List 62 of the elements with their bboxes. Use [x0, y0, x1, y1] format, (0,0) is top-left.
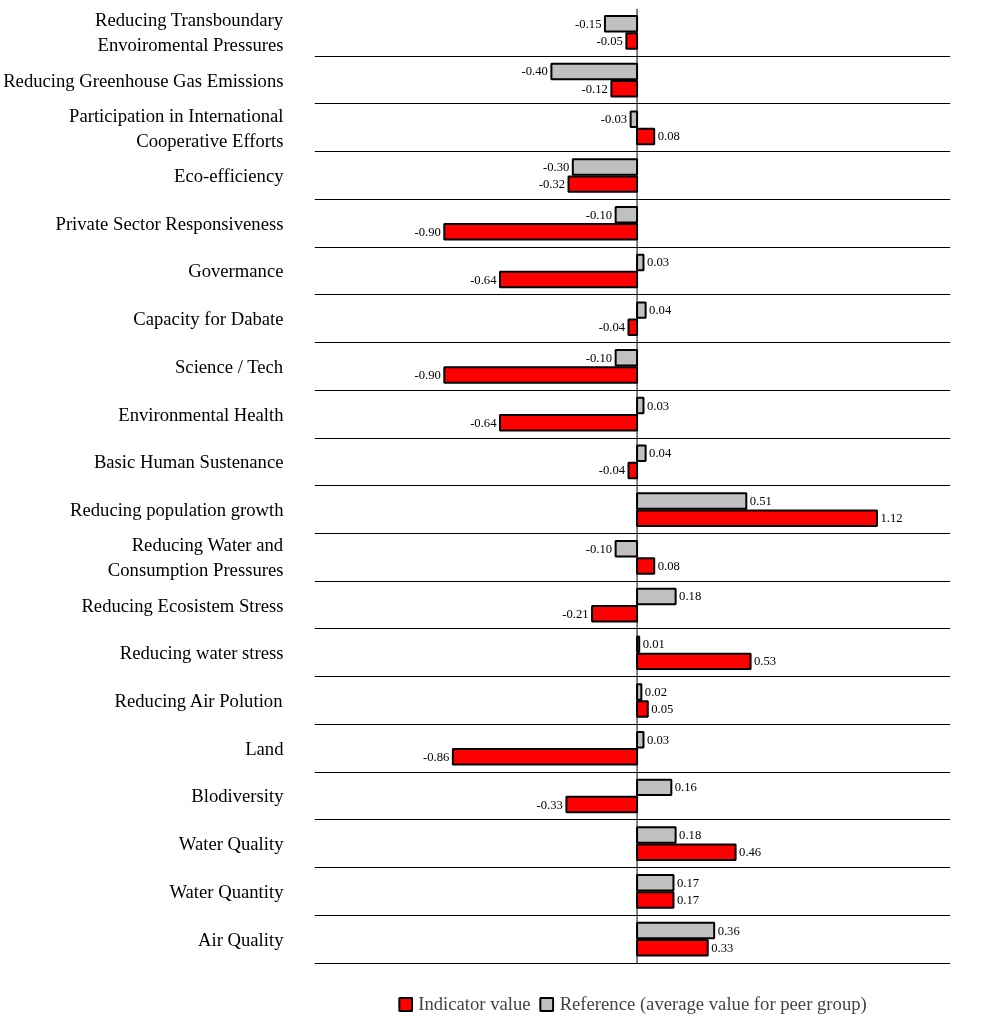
data-label: -0.64	[470, 272, 498, 287]
y-tick-label: Land	[245, 737, 285, 759]
y-tick-label: Science / Tech	[175, 355, 284, 377]
y-tick-label: Participation in International Cooperative Efforts	[69, 104, 284, 151]
data-label: 0.33	[711, 940, 734, 955]
y-tick-label: Reducing Water and Consumption Pressures	[107, 534, 284, 581]
data-label: -0.30	[542, 159, 570, 174]
y-tick-label: Eco-efficiency	[174, 165, 285, 187]
data-label: -0.10	[585, 207, 613, 222]
data-label: 0.36	[717, 923, 740, 938]
data-label: 0.17	[676, 875, 700, 890]
data-label: 0.03	[646, 732, 670, 747]
y-tick-label: Blodiversity	[191, 785, 285, 807]
data-label: -0.21	[562, 606, 589, 621]
y-tick-label: Private Sector Responsiveness	[55, 212, 284, 234]
data-label: 0.02	[644, 684, 667, 699]
data-label: -0.10	[585, 350, 613, 365]
data-label: 0.08	[657, 129, 680, 144]
y-tick-label: Govermance	[188, 260, 284, 282]
data-label: 0.18	[679, 589, 702, 604]
data-label: 0.04	[649, 446, 672, 461]
data-label: -0.32	[538, 177, 566, 192]
data-label: 0.53	[754, 654, 777, 669]
data-label: -0.90	[414, 224, 441, 239]
data-label: 0.17	[676, 893, 700, 908]
y-tick-label: Water Quantity	[169, 880, 285, 902]
data-label: 0.51	[749, 494, 772, 509]
data-label: 0.16	[674, 780, 697, 795]
y-tick-label: Reducing water stress	[119, 642, 284, 664]
legend-label: Indicator value	[418, 993, 531, 1015]
y-tick-label: Reducing Ecosistem Stress	[81, 594, 284, 616]
data-label: -0.10	[585, 541, 613, 556]
data-label: -0.05	[596, 33, 623, 48]
data-label: 0.03	[646, 398, 670, 413]
data-label: -0.86	[423, 749, 450, 764]
data-label: 1.12	[880, 511, 903, 526]
legend-label: Reference (average value for peer group)	[559, 993, 867, 1015]
data-label: -0.12	[581, 81, 608, 96]
y-tick-label: Environmental Health	[118, 403, 285, 425]
y-tick-label: Air Quality	[198, 928, 285, 950]
data-label: -0.04	[598, 320, 626, 335]
data-label: 0.08	[657, 558, 680, 573]
data-label: -0.64	[470, 415, 498, 430]
data-label: 0.01	[642, 637, 665, 652]
data-label: -0.03	[600, 112, 628, 127]
y-tick-label: Water Quality	[178, 833, 285, 855]
data-label: -0.04	[598, 463, 626, 478]
data-label: -0.15	[575, 16, 602, 31]
data-label: 0.46	[739, 845, 762, 860]
y-tick-label: Capacity for Dabate	[133, 308, 284, 330]
y-tick-label: Reducing Air Polution	[114, 690, 284, 712]
data-label: 0.05	[651, 702, 674, 717]
data-label: 0.04	[649, 303, 672, 318]
data-label: -0.90	[414, 368, 441, 383]
data-label: -0.40	[521, 64, 548, 79]
y-tick-label: Reducing Greenhouse Gas Emissions	[3, 69, 284, 91]
y-tick-label: Reducing Transboundary Envoiromental Pressures	[95, 9, 284, 56]
y-tick-label: Reducing population growth	[70, 499, 285, 521]
data-label: 0.03	[646, 255, 670, 270]
y-tick-label: Basic Human Sustenance	[93, 451, 284, 473]
data-label: 0.18	[679, 828, 702, 843]
data-label: -0.33	[536, 797, 563, 812]
